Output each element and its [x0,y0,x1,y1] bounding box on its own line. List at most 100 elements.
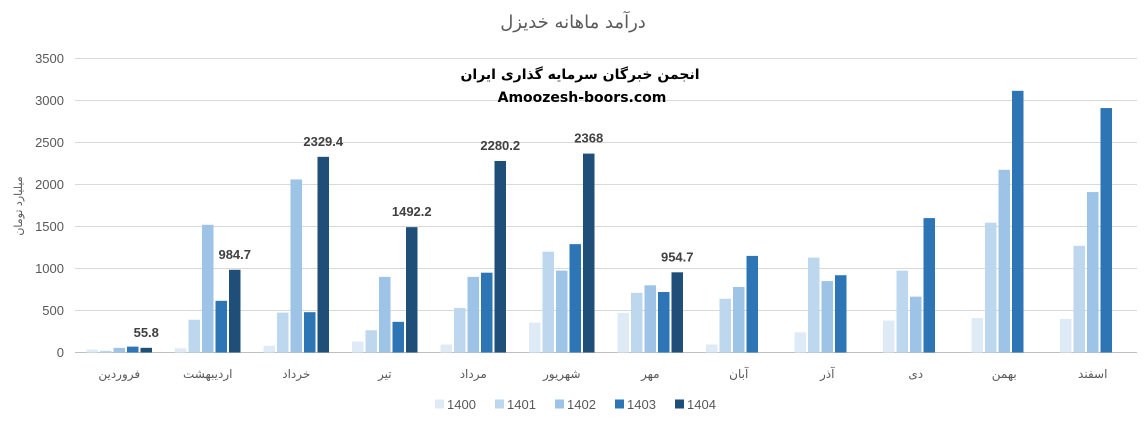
bar-1402-0 [113,347,125,353]
bar-1402-7 [733,286,745,353]
bars [86,90,1112,353]
bar-1403-5 [569,244,581,353]
bar-1403-3 [392,321,404,353]
legend-label: 1403 [627,397,656,412]
bar-1400-8 [794,332,806,353]
bar-1404-0 [140,347,152,353]
y-tick-label: 1500 [35,219,64,234]
y-tick-label: 1000 [35,261,64,276]
bar-1401-0 [100,350,112,353]
x-category-label: اسفند [1078,367,1107,381]
legend-label: 1401 [507,397,536,412]
gridlines [75,58,1137,353]
bar-1402-1 [202,224,214,353]
bar-1401-11 [1073,245,1085,353]
data-label: 954.7 [661,249,694,264]
bar-1401-3 [365,330,377,353]
bar-1404-1 [229,269,241,353]
x-category-label: دی [908,367,923,381]
x-category-label: تیر [377,367,392,382]
bar-1404-5 [583,153,595,353]
bar-1403-1 [215,300,227,353]
bar-1401-5 [542,251,554,353]
data-label: 2329.4 [303,134,344,149]
bar-1404-4 [494,160,506,353]
bar-1400-10 [971,318,983,353]
y-axis-ticks: 0 500 1000 1500 2000 2500 3000 3500 [35,51,64,360]
bar-1400-0 [86,349,98,353]
data-labels: 55.8 984.7 2329.4 1492.2 2280.2 2368 954.7 [134,131,694,340]
data-label: 2368 [574,131,603,146]
bar-1400-11 [1060,318,1072,353]
x-category-label: بهمن [992,367,1017,382]
bar-1401-10 [985,222,997,353]
legend-label: 1400 [447,397,476,412]
bar-1403-7 [746,255,758,353]
y-tick-label: 0 [57,345,64,360]
y-tick-label: 500 [42,303,64,318]
bar-1400-5 [529,322,541,353]
bar-1402-3 [379,276,391,353]
bar-1401-8 [808,257,820,353]
data-label: 1492.2 [392,204,432,219]
x-category-label: اردیبهشت [183,367,232,382]
watermark-line-1: انجمن خبرگان سرمایه گذاری ایران [460,66,699,83]
legend: 1400 1401 1402 1403 1404 [435,397,716,412]
legend-swatch [435,399,444,409]
x-category-label: آذر [819,366,835,382]
bar-1400-2 [263,345,275,353]
bar-1401-9 [896,270,908,353]
legend-label: 1402 [567,397,596,412]
bar-1400-4 [440,344,452,353]
bar-1400-1 [175,348,187,353]
bar-1402-2 [290,179,302,353]
bar-1402-5 [556,270,568,353]
legend-swatch [615,399,624,409]
x-category-label: خرداد [282,367,310,382]
bar-1404-2 [317,156,329,353]
bar-1403-0 [127,346,139,353]
y-tick-label: 2500 [35,135,64,150]
bar-1402-6 [644,285,656,353]
bar-1404-3 [406,227,418,353]
bar-1401-7 [719,298,731,353]
bar-1402-11 [1087,192,1099,353]
bar-1402-4 [467,276,479,353]
bar-1401-1 [188,319,200,353]
y-tick-label: 3500 [35,51,64,66]
bar-1400-7 [706,344,718,353]
bar-1401-6 [631,292,643,353]
bar-1403-6 [658,292,670,353]
watermark-line-2: Amoozesh-boors.com [498,90,667,106]
legend-swatch [555,399,564,409]
bar-1401-2 [277,312,289,353]
data-label: 55.8 [134,325,159,340]
x-category-label: آبان [729,366,749,381]
bar-1404-6 [671,272,683,353]
bar-1403-8 [835,275,847,353]
legend-swatch [495,399,504,409]
x-axis-categories: فروردین اردیبهشت خرداد تیر مرداد شهریور مهر آبا… [98,366,1107,382]
y-tick-label: 2000 [35,177,64,192]
x-category-label: فروردین [98,367,140,382]
x-category-label: مرداد [460,367,487,382]
bar-1403-11 [1100,108,1112,353]
bar-1400-9 [883,320,895,353]
chart-title: درآمد ماهانه خدیزل [500,10,646,33]
bar-1401-4 [454,307,466,353]
bar-1402-10 [998,169,1010,353]
bar-1400-3 [352,341,364,353]
y-axis-label: میلیارد تومان [12,176,25,235]
bar-1400-6 [617,313,629,353]
x-category-label: شهریور [542,367,581,382]
bar-1403-9 [923,218,935,353]
y-tick-label: 3000 [35,93,64,108]
bar-1403-10 [1012,90,1024,353]
x-category-label: مهر [640,367,660,382]
legend-label: 1404 [687,397,716,412]
data-label: 2280.2 [480,138,520,153]
bar-1403-4 [481,272,493,353]
data-label: 984.7 [218,247,251,262]
bar-1403-2 [304,312,316,353]
